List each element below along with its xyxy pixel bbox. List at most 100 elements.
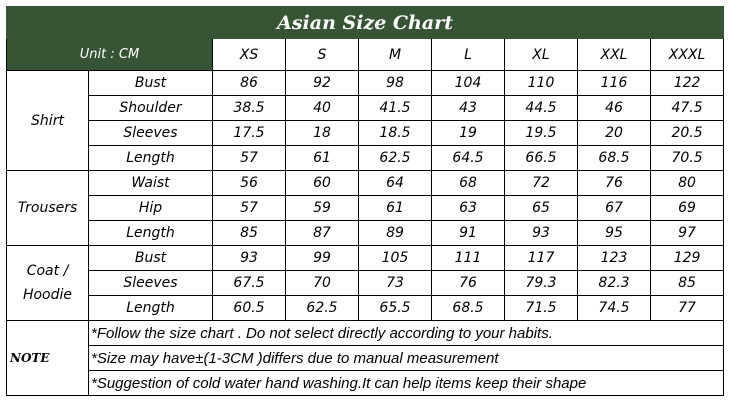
note-label: NOTE bbox=[6, 320, 89, 396]
measurement-value: 57 bbox=[212, 195, 286, 221]
measurement-value: 67 bbox=[577, 195, 651, 221]
measurement-value: 63 bbox=[431, 195, 505, 221]
measurement-value: 60 bbox=[285, 170, 359, 196]
measurement-label: Shoulder bbox=[88, 95, 213, 121]
note-text: *Follow the size chart . Do not select d… bbox=[87, 320, 725, 346]
measurement-value: 62.5 bbox=[285, 295, 359, 321]
measurement-value: 80 bbox=[649, 170, 725, 196]
measurement-value: 93 bbox=[212, 245, 286, 271]
measurement-value: 91 bbox=[431, 220, 505, 246]
measurement-value: 19 bbox=[431, 120, 505, 146]
measurement-value: 68.5 bbox=[577, 145, 651, 171]
table-row: Coat / Hoodie Bust 93 99 105 111 117 123 129 bbox=[6, 245, 725, 321]
garment-group-label-line: Shirt bbox=[31, 112, 64, 129]
size-header-xxxl: XXXL bbox=[649, 38, 725, 71]
table-row: Sleeves 17.5 18 18.5 19 19.5 20 20.5 bbox=[7, 120, 725, 146]
measurement-value: 85 bbox=[212, 220, 286, 246]
size-chart-table: Asian Size Chart Unit : CM XS S M L XL XXL XXX… bbox=[5, 6, 725, 396]
measurement-value: 19.5 bbox=[504, 120, 578, 146]
measurement-value: 123 bbox=[577, 245, 651, 271]
measurement-value: 129 bbox=[649, 245, 725, 271]
measurement-label: Length bbox=[88, 220, 213, 246]
garment-group-label-line: Trousers bbox=[17, 200, 78, 216]
measurement-value: 97 bbox=[649, 220, 725, 246]
note-row: NOTE *Follow the size chart . Do not sele… bbox=[6, 320, 725, 396]
measurement-value: 61 bbox=[358, 195, 432, 221]
measurement-value: 18 bbox=[285, 120, 359, 146]
measurement-value: 38.5 bbox=[212, 95, 286, 121]
size-header-l: L bbox=[431, 38, 505, 71]
table-row: Hip 57 59 61 63 65 67 69 bbox=[7, 195, 725, 221]
measurement-value: 71.5 bbox=[504, 295, 578, 321]
measurement-value: 72 bbox=[504, 170, 578, 196]
measurement-value: 93 bbox=[504, 220, 578, 246]
table-row: Length 57 61 62.5 64.5 66.5 68.5 70.5 bbox=[7, 145, 725, 171]
measurement-value: 40 bbox=[285, 95, 359, 121]
measurement-value: 99 bbox=[285, 245, 359, 271]
garment-group-label: Coat / Hoodie bbox=[6, 245, 89, 321]
measurement-value: 69 bbox=[649, 195, 725, 221]
measurement-value: 68 bbox=[431, 170, 505, 196]
measurement-value: 66.5 bbox=[504, 145, 578, 171]
table-row: Shoulder 38.5 40 41.5 43 44.5 46 47.5 bbox=[7, 95, 725, 121]
measurement-value: 98 bbox=[358, 70, 432, 96]
measurement-value: 85 bbox=[649, 270, 725, 296]
measurement-label: Sleeves bbox=[88, 120, 213, 146]
measurement-label: Length bbox=[88, 295, 213, 321]
measurement-value: 67.5 bbox=[212, 270, 286, 296]
measurement-value: 17.5 bbox=[212, 120, 286, 146]
table-row: Length 85 87 89 91 93 95 97 bbox=[7, 220, 725, 246]
measurement-value: 86 bbox=[212, 70, 286, 96]
garment-group-label-line: Coat / bbox=[26, 263, 69, 279]
note-row: *Suggestion of cold water hand washing.I… bbox=[7, 370, 725, 396]
measurement-value: 89 bbox=[358, 220, 432, 246]
measurement-value: 68.5 bbox=[431, 295, 505, 321]
measurement-value: 20 bbox=[577, 120, 651, 146]
table-row: Sleeves 67.5 70 73 76 79.3 82.3 85 bbox=[7, 270, 725, 296]
measurement-value: 20.5 bbox=[649, 120, 725, 146]
measurement-value: 46 bbox=[577, 95, 651, 121]
table-row: Length 60.5 62.5 65.5 68.5 71.5 74.5 77 bbox=[7, 295, 725, 321]
size-header-xs: XS bbox=[212, 38, 286, 71]
measurement-value: 60.5 bbox=[212, 295, 286, 321]
measurement-value: 18.5 bbox=[358, 120, 432, 146]
garment-group-label-line: Hoodie bbox=[22, 287, 73, 303]
measurement-label: Bust bbox=[88, 70, 213, 96]
measurement-value: 77 bbox=[649, 295, 725, 321]
measurement-value: 47.5 bbox=[649, 95, 725, 121]
note-text: *Size may have±(1-3CM )differs due to ma… bbox=[87, 345, 725, 371]
measurement-value: 64 bbox=[358, 170, 432, 196]
garment-group-label: Trousers bbox=[6, 170, 89, 246]
measurement-value: 61 bbox=[285, 145, 359, 171]
measurement-value: 44.5 bbox=[504, 95, 578, 121]
measurement-value: 87 bbox=[285, 220, 359, 246]
size-header-xxl: XXL bbox=[577, 38, 651, 71]
garment-group-label: Shirt bbox=[6, 70, 89, 171]
measurement-value: 82.3 bbox=[577, 270, 651, 296]
measurement-label: Sleeves bbox=[88, 270, 213, 296]
measurement-label: Length bbox=[88, 145, 213, 171]
chart-title: Asian Size Chart bbox=[5, 6, 725, 39]
measurement-value: 73 bbox=[358, 270, 432, 296]
unit-label: Unit : CM bbox=[6, 38, 213, 71]
measurement-value: 70.5 bbox=[649, 145, 725, 171]
size-header-xl: XL bbox=[504, 38, 578, 71]
measurement-label: Hip bbox=[88, 195, 213, 221]
measurement-value: 70 bbox=[285, 270, 359, 296]
measurement-value: 92 bbox=[285, 70, 359, 96]
measurement-value: 56 bbox=[212, 170, 286, 196]
measurement-value: 65 bbox=[504, 195, 578, 221]
measurement-value: 105 bbox=[358, 245, 432, 271]
measurement-value: 76 bbox=[431, 270, 505, 296]
measurement-value: 117 bbox=[504, 245, 578, 271]
size-header-m: M bbox=[358, 38, 432, 71]
measurement-value: 64.5 bbox=[431, 145, 505, 171]
measurement-value: 59 bbox=[285, 195, 359, 221]
measurement-value: 79.3 bbox=[504, 270, 578, 296]
note-text: *Suggestion of cold water hand washing.I… bbox=[87, 370, 725, 396]
measurement-value: 62.5 bbox=[358, 145, 432, 171]
measurement-value: 116 bbox=[577, 70, 651, 96]
measurement-value: 74.5 bbox=[577, 295, 651, 321]
measurement-value: 104 bbox=[431, 70, 505, 96]
measurement-value: 57 bbox=[212, 145, 286, 171]
